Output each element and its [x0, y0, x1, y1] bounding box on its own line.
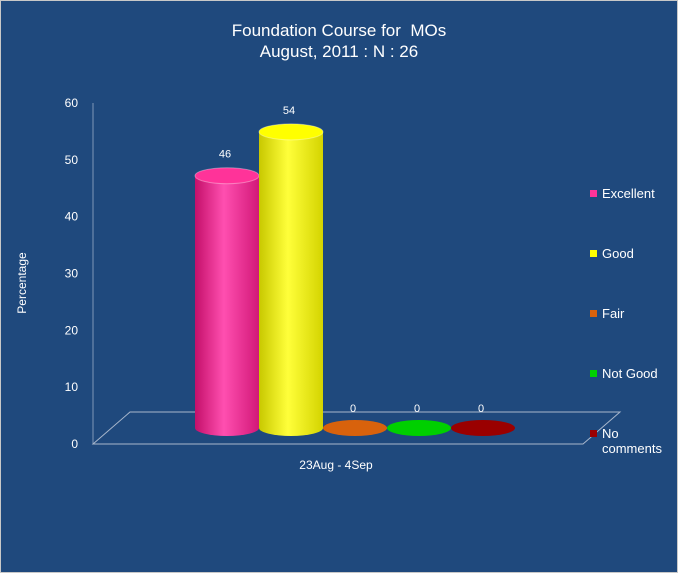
y-tick-label: 20	[65, 323, 79, 337]
y-axis-ticks: 0 10 20 30 40 50 60	[65, 96, 79, 451]
legend-swatch	[590, 190, 597, 197]
legend-swatch	[590, 430, 597, 437]
legend-label: Not Good	[602, 366, 658, 381]
data-label: 54	[283, 105, 295, 117]
chart-floor	[91, 411, 622, 445]
y-tick-label: 30	[65, 267, 79, 281]
legend-swatch	[590, 310, 597, 317]
y-tick-label: 60	[65, 96, 79, 110]
chart-title-line-2: August, 2011 : N : 26	[259, 42, 419, 61]
legend-label: No comments	[602, 426, 662, 456]
legend-label: Fair	[602, 306, 625, 321]
bar-no-comments	[451, 420, 515, 436]
data-labels: 46 54 0 0 0	[219, 105, 484, 415]
data-label: 46	[219, 149, 231, 161]
data-label: 0	[414, 403, 420, 415]
bar-good	[258, 123, 324, 437]
y-tick-label: 10	[65, 380, 79, 394]
data-label: 0	[350, 403, 356, 415]
legend-swatch	[590, 250, 597, 257]
bar-fair	[323, 420, 387, 436]
chart-title: Foundation Course for MOs August, 2011 :…	[0, 20, 678, 62]
x-axis-ticks: 23Aug - 4Sep	[299, 458, 373, 472]
y-tick-label: 0	[71, 437, 78, 451]
legend-label: Good	[602, 246, 634, 261]
legend-swatch	[590, 370, 597, 377]
bar-not-good	[387, 420, 451, 436]
y-tick-label: 40	[65, 210, 79, 224]
legend-label: Excellent	[602, 186, 655, 201]
chart-title-line-1: Foundation Course for MOs	[231, 21, 447, 40]
x-tick-label: 23Aug - 4Sep	[299, 458, 373, 472]
bars	[194, 123, 515, 437]
y-tick-label: 50	[65, 153, 79, 167]
bar-excellent	[194, 167, 260, 436]
data-label: 0	[478, 403, 484, 415]
